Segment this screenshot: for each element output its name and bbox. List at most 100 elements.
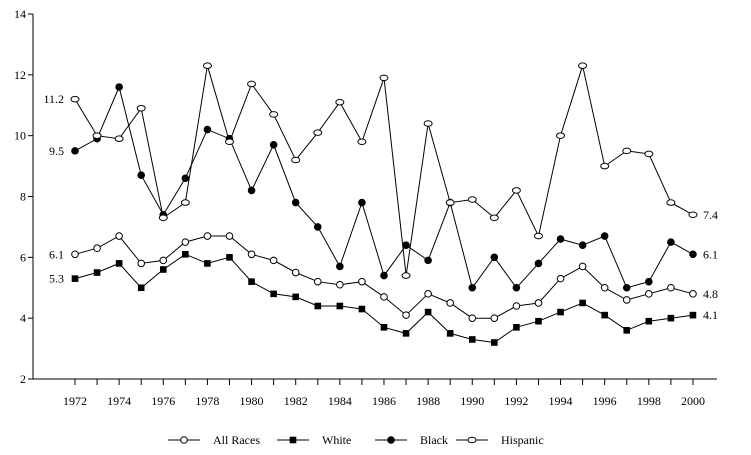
legend-label-white: White: [322, 433, 351, 447]
end-label-black: 6.1: [703, 247, 718, 261]
data-point-hispanic: [644, 150, 654, 158]
data-point-black: [247, 186, 256, 195]
data-point-hispanic: [269, 111, 279, 118]
data-point-black: [645, 277, 653, 286]
data-point-all-races: [380, 293, 388, 301]
y-tick-label: 12: [14, 68, 26, 82]
data-point-black: [313, 223, 322, 231]
data-point-hispanic: [92, 132, 102, 139]
data-point-white: [292, 293, 299, 301]
data-point-all-races: [667, 283, 675, 292]
data-point-all-races: [137, 259, 146, 268]
data-point-white: [579, 299, 586, 307]
data-point-white: [424, 308, 432, 316]
data-point-black: [380, 271, 388, 280]
data-point-hispanic: [467, 196, 477, 203]
legend-label-black: Black: [420, 433, 448, 447]
data-point-all-races: [534, 299, 543, 307]
series-all-races: [71, 232, 697, 322]
data-point-all-races: [600, 283, 609, 292]
data-point-white: [645, 317, 653, 325]
data-point-all-races: [402, 311, 410, 319]
x-tick-label: 1996: [593, 394, 617, 408]
data-point-black: [402, 241, 410, 249]
data-point-hispanic: [114, 135, 124, 143]
data-point-hispanic: [489, 214, 499, 222]
data-point-black: [336, 262, 344, 271]
data-point-hispanic: [423, 120, 433, 127]
data-point-hispanic: [70, 95, 80, 103]
legend-item-hispanic: Hispanic: [456, 433, 544, 447]
x-tick-label: 1990: [460, 394, 484, 408]
data-point-white: [137, 284, 145, 292]
data-point-all-races: [291, 268, 300, 277]
chart-axes: [32, 14, 717, 380]
data-point-black: [115, 83, 123, 91]
data-point-white: [491, 339, 498, 346]
data-point-hispanic: [401, 272, 411, 279]
data-point-hispanic: [136, 104, 146, 112]
y-tick-label: 2: [20, 372, 26, 386]
start-label-all-races: 6.1: [49, 247, 64, 261]
data-point-black: [578, 241, 587, 249]
series-white: [71, 250, 697, 346]
data-point-hispanic: [379, 74, 389, 82]
data-point-hispanic: [335, 98, 345, 106]
data-point-hispanic: [445, 199, 455, 206]
data-point-black: [358, 198, 366, 207]
x-tick-label: 1976: [151, 394, 175, 408]
data-point-hispanic: [357, 138, 367, 146]
data-point-all-races: [556, 274, 565, 283]
data-point-all-races: [181, 238, 190, 246]
x-tick-label: 1972: [63, 394, 87, 408]
data-point-hispanic: [313, 129, 323, 136]
data-point-black: [291, 198, 300, 207]
data-point-all-races: [313, 277, 322, 286]
x-tick-label: 2000: [681, 394, 705, 408]
x-tick-label: 1974: [107, 394, 131, 408]
data-point-hispanic: [202, 62, 212, 70]
data-point-black: [512, 283, 521, 292]
legend-item-black: Black: [375, 433, 448, 447]
data-point-hispanic: [600, 162, 610, 170]
end-label-all-races: 4.8: [703, 287, 718, 301]
legend: All Races White Black Hispanic: [168, 433, 544, 447]
data-point-white: [71, 275, 79, 282]
data-point-hispanic: [247, 80, 257, 88]
data-labels: 6.1 4.8 5.3 4.1 9.5 6.1 11.2 7.4: [43, 92, 718, 322]
data-point-all-races: [71, 250, 79, 259]
data-point-white: [667, 314, 675, 322]
data-point-white: [468, 336, 476, 343]
data-point-all-races: [622, 296, 631, 304]
data-point-black: [556, 235, 565, 243]
x-tick-label: 1980: [240, 394, 264, 408]
data-point-white: [380, 323, 388, 331]
data-point-white: [226, 254, 233, 261]
data-point-white: [204, 260, 211, 267]
data-point-white: [159, 266, 167, 273]
data-point-hispanic: [622, 147, 632, 155]
data-point-white: [689, 311, 697, 319]
data-point-all-races: [424, 290, 432, 298]
legend-item-white: White: [277, 433, 351, 447]
data-point-all-races: [247, 250, 256, 259]
legend-marker-white: [289, 436, 297, 444]
x-tick-label: 1986: [372, 394, 396, 408]
data-point-black: [137, 171, 146, 180]
data-point-white: [535, 317, 542, 325]
data-point-all-races: [115, 232, 123, 240]
data-point-white: [182, 250, 189, 258]
data-point-all-races: [645, 290, 653, 298]
data-point-all-races: [93, 244, 101, 253]
data-point-white: [93, 269, 101, 276]
data-point-black: [71, 147, 79, 155]
data-point-black: [468, 283, 477, 292]
data-point-white: [336, 302, 344, 310]
x-tick-label: 1978: [195, 394, 219, 408]
data-point-all-races: [225, 232, 234, 240]
data-point-black: [600, 232, 609, 240]
data-point-black: [689, 250, 697, 259]
data-point-white: [402, 330, 410, 337]
series-line-black: [74, 85, 694, 289]
